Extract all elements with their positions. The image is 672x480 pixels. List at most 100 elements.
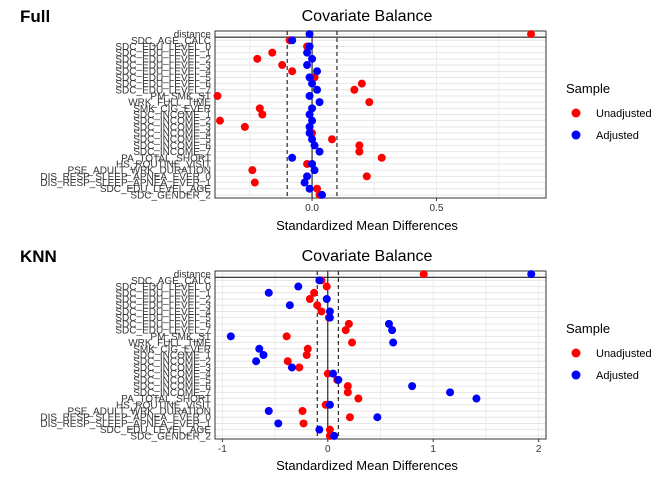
data-point-adjusted (305, 184, 314, 193)
y-tick-label: PA_TOTAL_SHORT (121, 394, 211, 405)
data-point-unadjusted (527, 30, 536, 39)
y-tick-label: HS_ROUTINE_VISIT (116, 159, 211, 170)
data-point-adjusted (527, 270, 536, 279)
data-point-unadjusted (268, 48, 277, 57)
data-point-adjusted (287, 363, 296, 372)
y-tick-label: SDC_INCOME_3 (133, 122, 211, 133)
y-tick-label: DIS_RESP_SLEEP_APNEA_EVER_1 (40, 178, 211, 189)
data-point-adjusted (308, 104, 317, 113)
y-tick-label: SDC_GENDER_2 (130, 431, 211, 442)
data-point-adjusted (315, 98, 324, 107)
y-tick-label: SDC_INCOME_5 (133, 135, 211, 146)
data-point-adjusted (305, 73, 314, 82)
y-tick-label: SDC_INCOME_6 (133, 382, 211, 393)
data-point-unadjusted (213, 91, 222, 100)
legend-label-adjusted: Adjusted (596, 130, 639, 142)
y-tick-label: SDC_EDU_LEVEL_6 (115, 79, 211, 90)
data-point-unadjusted (305, 295, 314, 303)
y-tick-label: PA_TOTAL_SHORT (121, 153, 211, 164)
y-tick-label: SDC_EDU_LEVEL_4 (115, 307, 211, 318)
y-tick-label: SDC_INCOME_1 (133, 110, 211, 121)
data-point-adjusted (308, 79, 317, 88)
plot-border (214, 270, 547, 440)
y-tick-label: PSE_ADULT_WRK_DURATION (67, 166, 211, 177)
data-point-unadjusted (327, 135, 336, 144)
data-point-adjusted (305, 30, 314, 39)
legend-marker-unadjusted (571, 108, 581, 118)
y-tick-label: SDC_EDU_LEVEL_1 (115, 288, 211, 299)
plot-area: distanceSDC_AGE_CALCSDC_EDU_LEVEL_0SDC_E… (40, 270, 547, 455)
data-point-adjusted (329, 369, 338, 378)
data-point-unadjusted (255, 104, 264, 113)
data-point-unadjusted (348, 338, 357, 347)
panel-knn: KNN Covariate Balance distanceSDC_AGE_CA… (20, 247, 547, 473)
y-tick-label: SMK_CIG_EVER (133, 344, 211, 355)
y-tick-label: DIS_RESP_SLEEP_APNEA_EVER_0 (40, 172, 211, 183)
y-tick-label: SDC_INCOME_2 (133, 357, 211, 368)
y-tick-label: SDC_EDU_LEVEL_5 (115, 313, 211, 324)
legend-marker-adjusted (571, 370, 581, 380)
legend-marker-adjusted (571, 130, 581, 140)
data-point-adjusted (285, 301, 294, 310)
plot-area: distanceSDC_AGE_CALCSDC_EDU_LEVEL_0SDC_E… (40, 30, 547, 214)
y-tick-label: SDC_EDU_LEVEL_3 (115, 301, 211, 312)
data-point-unadjusted (377, 153, 386, 162)
data-point-adjusted (315, 425, 324, 434)
x-tick-label: 0.5 (430, 203, 444, 214)
y-tick-label: distance (174, 30, 212, 41)
data-point-unadjusted (325, 425, 334, 434)
data-point-adjusted (226, 332, 235, 341)
data-point-unadjusted (248, 166, 257, 175)
legend-marker-unadjusted (571, 348, 581, 358)
data-point-unadjusted (298, 407, 307, 415)
data-point-unadjusted (354, 394, 363, 403)
y-tick-label: HS_ROUTINE_VISIT (116, 400, 211, 411)
chart-title: Covariate Balance (302, 8, 433, 25)
y-tick-label: SDC_EDU_LEVEL_5 (115, 73, 211, 84)
legend: Sample Unadjusted Adjusted (566, 321, 652, 382)
data-point-unadjusted (355, 147, 364, 156)
y-tick-label: SDC_INCOME_4 (133, 369, 211, 380)
data-point-unadjusted (215, 116, 224, 125)
data-point-unadjusted (288, 67, 297, 76)
data-point-unadjusted (355, 141, 364, 150)
x-tick-label: 0 (325, 444, 331, 455)
data-point-unadjusted (302, 351, 311, 359)
data-point-adjusted (252, 357, 261, 366)
data-point-unadjusted (362, 172, 371, 181)
y-tick-label: SDC_EDU_LEVEL_7 (115, 326, 211, 337)
data-point-adjusted (274, 419, 283, 428)
y-tick-label: SDC_INCOME_2 (133, 116, 211, 127)
data-point-adjusted (305, 129, 314, 138)
legend-title: Sample (566, 321, 610, 336)
data-point-unadjusted (283, 357, 292, 366)
data-point-adjusted (310, 141, 319, 150)
data-point-unadjusted (295, 363, 304, 372)
data-point-adjusted (313, 67, 322, 76)
data-point-adjusted (318, 190, 327, 199)
panel-label: Full (20, 7, 50, 26)
y-tick-label: SDC_AGE_CALC (131, 276, 211, 287)
data-point-unadjusted (365, 98, 374, 107)
y-tick-label: SDC_INCOME_7 (133, 147, 211, 158)
data-point-adjusted (305, 110, 314, 119)
y-tick-label: PM_SMK_ST (150, 91, 211, 102)
data-point-unadjusted (310, 288, 319, 297)
data-point-adjusted (325, 307, 334, 316)
data-point-adjusted (334, 375, 343, 384)
data-point-adjusted (373, 413, 382, 422)
data-point-adjusted (305, 42, 314, 51)
data-point-adjusted (325, 313, 334, 322)
panel-label: KNN (20, 247, 57, 266)
y-tick-label: SDC_EDU_LEVEL_AGE (100, 184, 211, 195)
legend-title: Sample (566, 81, 610, 96)
data-point-adjusted (264, 407, 273, 415)
y-tick-label: SMK_CIG_EVER (133, 104, 211, 115)
data-point-adjusted (303, 172, 312, 181)
y-tick-label: SDC_EDU_LEVEL_6 (115, 319, 211, 330)
data-point-adjusted (303, 61, 312, 70)
data-point-unadjusted (240, 122, 249, 131)
data-point-unadjusted (345, 413, 354, 422)
chart-title: Covariate Balance (302, 248, 433, 265)
panel-full: Full Covariate Balance distanceSDC_AGE_C… (20, 7, 547, 233)
